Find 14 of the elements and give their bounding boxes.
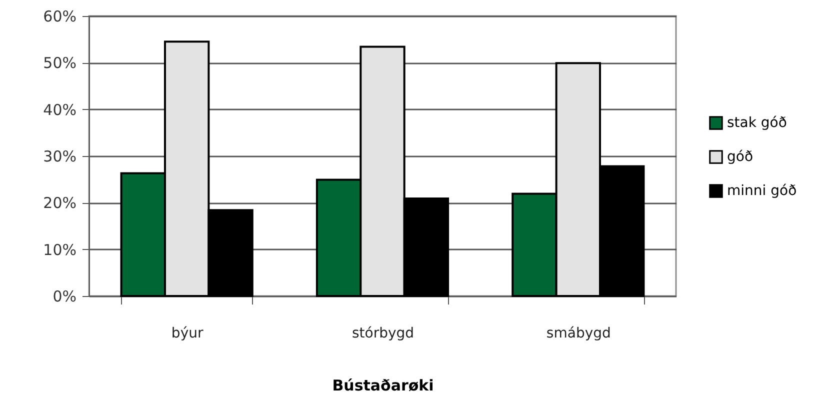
y-tick-label: 0% [52,288,76,306]
x-tick-label: smábygd [546,326,611,342]
legend-label: minni góð [727,183,797,199]
legend-label: stak góð [727,115,787,131]
x-tick-label: býur [171,326,204,342]
y-tick-label: 10% [43,240,76,259]
y-tick-label: 60% [43,8,76,26]
y-tick-label: 20% [43,194,76,212]
y-tick-label: 50% [43,54,76,72]
x-axis-title: Bústaðarøki [332,376,434,394]
legend-label: góð [727,149,754,165]
x-tick-label: stórbygd [352,326,414,342]
y-tick-label: 40% [43,100,76,119]
y-tick-label: 30% [43,148,76,166]
